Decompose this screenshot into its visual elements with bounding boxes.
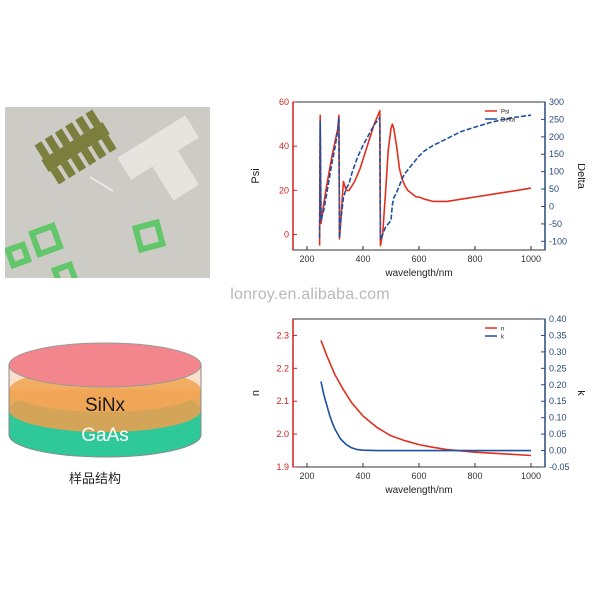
y-axis-label: Psi xyxy=(250,168,262,183)
legend-label: Psi xyxy=(501,110,509,116)
series-line-n xyxy=(320,340,532,457)
y2-tick-label: 0.10 xyxy=(549,413,567,423)
n-k-chart: 200 400 600 800 1000 1.9 2.0 2.1 2.2 2.3 -0.05 0.00… xyxy=(250,314,585,496)
y2-tick-label: 0.40 xyxy=(549,314,567,324)
x-tick-label: 600 xyxy=(411,471,426,481)
gaas-label: GaAs xyxy=(81,425,129,446)
x-tick-label: 400 xyxy=(355,254,370,264)
y2-axis-label: Delta xyxy=(575,163,585,190)
x-axis-label: wavelength/nm xyxy=(384,485,452,496)
sample-structure-caption: 样品结构 xyxy=(68,472,121,487)
x-tick-label: 800 xyxy=(467,254,482,264)
y2-tick-label: 100 xyxy=(549,167,564,177)
y2-tick-label: -100 xyxy=(549,236,567,246)
y2-tick-label: 0.05 xyxy=(549,429,567,439)
x-tick-label: 1000 xyxy=(521,471,541,481)
y2-tick-label: 300 xyxy=(549,97,564,107)
y-tick-label: 40 xyxy=(279,141,289,151)
y2-tick-label: 0 xyxy=(549,201,554,211)
top-layer xyxy=(8,342,202,388)
y2-tick-label: 50 xyxy=(549,184,559,194)
y2-tick-label: 0.20 xyxy=(549,380,567,390)
y-tick-label: 2.0 xyxy=(276,429,289,439)
y2-tick-label: 0.25 xyxy=(549,363,567,373)
legend-label: Delta xyxy=(501,118,516,124)
x-tick-label: 1000 xyxy=(521,254,541,264)
x-axis-label: wavelength/nm xyxy=(384,268,452,279)
x-tick-label: 200 xyxy=(299,254,314,264)
x-tick-label: 600 xyxy=(411,254,426,264)
x-tick-label: 200 xyxy=(299,471,314,481)
y2-tick-label: -0.05 xyxy=(549,462,570,472)
y2-axis-label: k xyxy=(575,390,585,396)
y-tick-label: 20 xyxy=(279,185,289,195)
y2-tick-label: 0.00 xyxy=(549,446,567,456)
series-line-delta xyxy=(318,114,532,241)
legend-label: k xyxy=(501,335,505,341)
x-tick-label: 400 xyxy=(355,471,370,481)
y-tick-label: 2.3 xyxy=(276,330,289,340)
y-tick-label: 2.1 xyxy=(276,396,289,406)
watermark: lonroy.en.alibaba.com xyxy=(230,286,390,303)
y2-tick-label: 150 xyxy=(549,149,564,159)
y-tick-label: 2.2 xyxy=(276,363,289,373)
series-line-k xyxy=(320,381,531,452)
y2-tick-label: 250 xyxy=(549,114,564,124)
x-tick-label: 800 xyxy=(467,471,482,481)
y-tick-label: 1.9 xyxy=(276,462,289,472)
sinx-label: SiNx xyxy=(85,395,126,416)
y2-tick-label: 0.15 xyxy=(549,396,567,406)
y2-tick-label: -50 xyxy=(549,219,562,229)
y-tick-label: 60 xyxy=(279,97,289,107)
y2-tick-label: 200 xyxy=(549,132,564,142)
microscope-image xyxy=(5,107,210,278)
sample-structure-diagram: SiNx GaAs xyxy=(8,342,202,458)
psi-delta-chart: 200 400 600 800 1000 0 20 40 60 -100 -50 0 50 100 150 2… xyxy=(250,97,585,279)
y2-tick-label: 0.30 xyxy=(549,347,567,357)
y-tick-label: 0 xyxy=(284,230,289,240)
y-axis-label: n xyxy=(250,390,262,396)
y2-tick-label: 0.35 xyxy=(549,330,567,340)
plot-frame xyxy=(292,101,546,251)
legend-label: n xyxy=(501,327,504,333)
